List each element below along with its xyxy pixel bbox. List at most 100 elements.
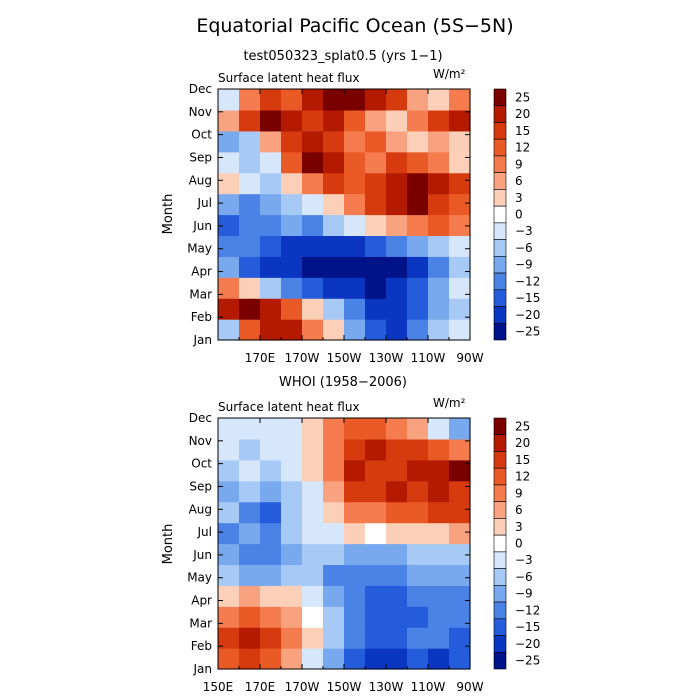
heatmap-cell — [302, 277, 324, 299]
heatmap-cell — [218, 522, 240, 545]
heatmap-cell — [407, 214, 429, 237]
heatmap-cell — [218, 151, 240, 174]
heatmap-cell — [344, 522, 366, 545]
heatmap-cell — [260, 648, 282, 670]
colorbar-swatch — [493, 239, 507, 257]
heatmap-cell — [407, 109, 429, 132]
heatmap-cell — [302, 235, 324, 257]
heatmap-cell — [428, 172, 450, 195]
heatmap-cell — [386, 459, 408, 482]
heatmap-cell — [386, 606, 408, 628]
colorbar-swatch — [493, 289, 507, 307]
colorbar-label: 0 — [515, 208, 523, 222]
heatmap-cell — [386, 438, 408, 461]
heatmap-cell — [260, 214, 282, 237]
colorbar-label: 15 — [515, 453, 530, 467]
x-tick-label: 170W — [285, 351, 320, 365]
colorbar-swatch — [493, 88, 507, 107]
heatmap-cell — [323, 564, 345, 586]
heatmap-cell — [281, 89, 303, 111]
y-tick-label: Jan — [193, 662, 213, 676]
heatmap-cell — [260, 89, 282, 111]
heatmap-cell — [344, 564, 366, 586]
heatmap-cell — [260, 627, 282, 649]
heatmap-cell — [260, 606, 282, 628]
heatmap-cell — [449, 543, 471, 566]
colorbar-label: 25 — [515, 419, 530, 433]
heatmap-cell — [239, 501, 261, 524]
colorbar-swatch — [493, 322, 507, 341]
y-tick-label: Mar — [189, 616, 212, 630]
heatmap-cell — [407, 256, 429, 278]
heatmap-cell — [365, 277, 387, 299]
heatmap-cell — [281, 277, 303, 299]
heatmap-cell — [323, 522, 345, 545]
heatmap-cell — [344, 501, 366, 524]
colorbar-swatch — [493, 256, 507, 274]
heatmap-cell — [302, 89, 324, 111]
y-tick-label: May — [187, 242, 212, 256]
heatmap-cell — [218, 214, 240, 237]
heatmap-cell — [428, 193, 450, 216]
colorbar-swatch — [493, 651, 507, 670]
heatmap-cell — [365, 438, 387, 461]
heatmap-cell — [344, 627, 366, 649]
heatmap-cell — [302, 522, 324, 545]
heatmap-cell — [218, 172, 240, 195]
heatmap-cell — [218, 277, 240, 299]
heatmap-cell — [239, 151, 261, 174]
heatmap-cell — [323, 193, 345, 216]
heatmap-cell — [218, 235, 240, 257]
panel-top-title: test050323_splat0.5 (yrs 1−1) — [243, 49, 442, 64]
heatmap-cell — [344, 606, 366, 628]
y-tick-label: Sep — [189, 150, 212, 164]
y-tick-label: Jul — [197, 196, 212, 210]
heatmap-cell — [428, 256, 450, 278]
x-tick-label: 130W — [369, 351, 404, 365]
heatmap-cell — [239, 543, 261, 566]
colorbar-swatch — [493, 306, 507, 324]
colorbar-label: 20 — [515, 107, 530, 121]
heatmap-cell — [323, 130, 345, 153]
y-tick-label: Jan — [193, 333, 213, 347]
heatmap-cell — [344, 438, 366, 461]
heatmap-cell — [239, 459, 261, 482]
heatmap-cell — [281, 501, 303, 524]
heatmap-cell — [281, 193, 303, 216]
heatmap-cell — [407, 319, 429, 341]
heatmap-cell — [428, 459, 450, 482]
heatmap-cell — [407, 627, 429, 649]
heatmap-cell — [281, 480, 303, 503]
heatmap-cell — [239, 564, 261, 586]
heatmap-cell — [218, 627, 240, 649]
heatmap-cell — [449, 418, 471, 440]
heatmap-cell — [239, 235, 261, 257]
heatmap-cell — [323, 319, 345, 341]
heatmap-cell — [302, 606, 324, 628]
y-tick-label: Feb — [191, 310, 212, 324]
heatmap-cell — [323, 89, 345, 111]
heatmap-cell — [260, 130, 282, 153]
heatmap-cell — [281, 214, 303, 237]
heatmap-cell — [260, 501, 282, 524]
colorbar-swatch — [493, 172, 507, 190]
heatmap-cell — [407, 277, 429, 299]
y-tick-label: Feb — [191, 639, 212, 653]
heatmap-cell — [344, 172, 366, 195]
heatmap-cell — [260, 319, 282, 341]
heatmap-cell — [302, 564, 324, 586]
y-tick-label: Nov — [189, 105, 212, 119]
heatmap-cell — [239, 585, 261, 607]
heatmap-cell — [344, 648, 366, 670]
heatmap-cell — [218, 319, 240, 341]
heatmap-cell — [323, 459, 345, 482]
colorbar-swatch — [493, 105, 507, 123]
heatmap-cell — [449, 89, 471, 111]
heatmap-cell — [428, 585, 450, 607]
colorbar-label: 0 — [515, 537, 523, 551]
heatmap-cell — [407, 89, 429, 111]
colorbar-label: −25 — [515, 325, 540, 339]
heatmap-cell — [407, 438, 429, 461]
heatmap-cell — [239, 418, 261, 440]
heatmap-cell — [407, 418, 429, 440]
